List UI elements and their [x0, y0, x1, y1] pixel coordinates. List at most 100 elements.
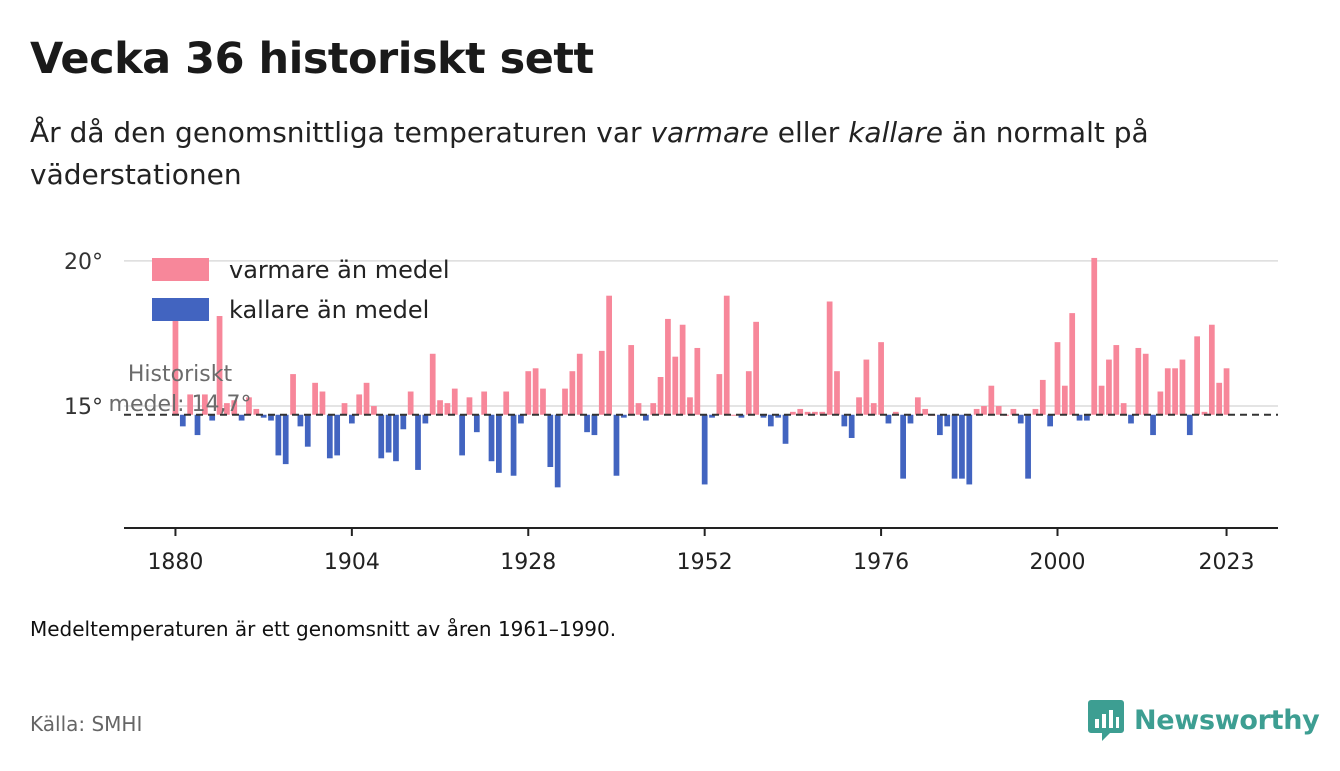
- brand-logo[interactable]: Newsworthy: [1088, 698, 1320, 742]
- warm-bar: [687, 397, 693, 415]
- warm-bar: [922, 408, 929, 415]
- cold-bar: [767, 414, 774, 427]
- warm-bar: [1172, 368, 1178, 415]
- cold-bar: [1076, 414, 1083, 421]
- cold-bar: [885, 414, 892, 424]
- warm-bar: [407, 391, 414, 415]
- cold-bar: [518, 414, 524, 424]
- cold-bar: [591, 414, 598, 436]
- source-credit: Källa: SMHI: [30, 712, 143, 736]
- axes: 15° 20° 1880 1904 1928 1952 1976 2000 2023: [64, 250, 1278, 575]
- cold-bar: [415, 414, 421, 470]
- warm-bar: [863, 359, 870, 415]
- mean-label: Historiskt medel: 14,7°: [109, 362, 252, 417]
- mean-line-group: Historiskt medel: 14,7°: [109, 362, 1278, 417]
- cold-bar: [701, 414, 708, 485]
- warm-bar: [1142, 353, 1149, 415]
- warm-bar: [481, 391, 488, 415]
- warm-bar: [201, 394, 208, 415]
- warm-bar: [246, 397, 252, 415]
- warm-bar: [576, 353, 583, 415]
- cold-bar: [841, 414, 848, 427]
- cold-bar: [393, 414, 399, 462]
- warm-bar: [319, 391, 326, 415]
- cold-bar: [643, 414, 649, 421]
- cold-bar: [613, 414, 620, 476]
- warm-bar: [878, 342, 884, 415]
- cold-bar: [709, 414, 715, 418]
- cold-bar: [554, 414, 561, 488]
- warm-bar: [231, 400, 238, 415]
- warm-bar: [665, 318, 671, 415]
- warm-bar: [224, 403, 230, 415]
- warm-bar: [1098, 385, 1105, 415]
- warm-bar: [1164, 368, 1171, 415]
- warm-bar: [1194, 336, 1201, 415]
- cold-bar: [1186, 414, 1193, 436]
- warm-bar: [1039, 379, 1046, 415]
- cold-bar: [209, 414, 216, 421]
- warm-bar: [856, 397, 862, 415]
- warm-bar: [988, 385, 995, 415]
- cold-bar: [584, 414, 590, 433]
- warm-bar: [525, 371, 532, 415]
- cold-bar: [510, 414, 517, 476]
- warm-bar: [716, 374, 723, 415]
- x-tick-label: 1904: [324, 550, 380, 575]
- newsworthy-logo-icon: [1088, 700, 1124, 741]
- cold-bar: [179, 414, 186, 427]
- legend-warm-swatch: [152, 258, 209, 281]
- warm-bar: [341, 403, 348, 415]
- cold-bar: [400, 414, 407, 430]
- subtitle-cold-word: kallare: [848, 116, 944, 149]
- cold-bar: [738, 414, 745, 418]
- warm-bar: [172, 313, 179, 415]
- warm-bar: [1216, 382, 1223, 415]
- cold-bar: [348, 414, 355, 424]
- x-tick-label: 2000: [1029, 550, 1085, 575]
- warm-bar: [356, 394, 363, 415]
- warm-bar: [914, 397, 921, 415]
- cold-bar: [848, 414, 855, 438]
- x-tick-label: 1976: [853, 550, 909, 575]
- warm-bar: [187, 394, 194, 415]
- warm-bar: [598, 350, 605, 415]
- subtitle-warm-word: varmare: [650, 116, 769, 149]
- cold-bar: [1084, 414, 1090, 421]
- warm-bar: [1032, 408, 1039, 415]
- chart-title: Vecka 36 historiskt sett: [30, 34, 594, 84]
- warm-bar: [1113, 345, 1120, 415]
- warm-bar: [672, 356, 679, 415]
- legend-warm-label: varmare än medel: [229, 256, 450, 284]
- warm-bar: [1201, 411, 1208, 415]
- warm-bar: [532, 368, 539, 415]
- legend: varmare än medel kallare än medel: [152, 256, 450, 324]
- warm-bar: [731, 414, 737, 416]
- cold-bar: [378, 414, 385, 459]
- cold-bar: [194, 414, 201, 436]
- warm-bar: [290, 374, 296, 415]
- warm-bar: [826, 301, 833, 415]
- cold-bar: [422, 414, 429, 424]
- warm-bar: [216, 316, 223, 415]
- mean-label-line: medel: 14,7°: [109, 392, 252, 417]
- warm-bar: [892, 411, 899, 415]
- warm-bar: [1120, 403, 1127, 415]
- warm-bar: [973, 408, 980, 415]
- warm-bar: [834, 371, 840, 415]
- warm-bar: [804, 411, 811, 415]
- x-tick-label: 1880: [147, 550, 203, 575]
- warm-bar: [753, 321, 759, 415]
- cold-bar: [304, 414, 311, 447]
- cold-bar: [760, 414, 767, 418]
- x-tick-label: 2023: [1199, 550, 1255, 575]
- warm-bar: [819, 411, 826, 415]
- cold-bar: [334, 414, 341, 456]
- warm-bar: [466, 397, 473, 415]
- cold-bar: [944, 414, 951, 427]
- cold-bar: [900, 414, 907, 479]
- cold-bar: [297, 414, 304, 427]
- warm-bar: [981, 406, 987, 415]
- cold-bar: [268, 414, 274, 421]
- warm-bar: [1135, 347, 1142, 415]
